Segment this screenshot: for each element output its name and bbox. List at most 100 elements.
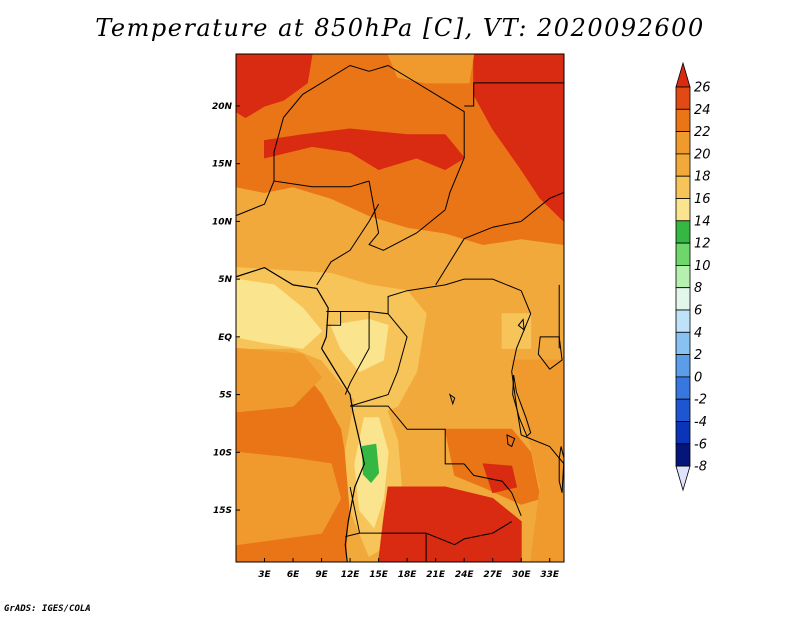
colorbar-label: 0 — [694, 370, 702, 385]
colorbar-label: 20 — [694, 147, 711, 162]
contour-region-4 — [387, 54, 475, 84]
country-border-9 — [349, 313, 408, 407]
colorbar-swatch-9 — [675, 264, 691, 289]
country-border-10 — [511, 290, 532, 436]
colorbar-label: 18 — [694, 170, 711, 185]
colorbar-label: 14 — [694, 214, 711, 229]
country-borders — [236, 64, 564, 562]
lon-tick-label-18E: 18E — [398, 570, 418, 580]
lat-tick-label-5N: 5N — [218, 275, 232, 285]
lat-tick-label-5S: 5S — [219, 391, 232, 401]
lake-outline-0 — [512, 374, 532, 438]
contour-region-17 — [482, 463, 517, 494]
country-border-15 — [521, 434, 564, 465]
colorbar-bottom-arrow — [675, 465, 691, 492]
colorbar-swatch-5 — [675, 175, 691, 199]
lat-tick-label-15S: 15S — [213, 506, 232, 516]
coastline — [236, 266, 365, 562]
contour-region-3 — [473, 54, 564, 222]
colorbar-swatch-10 — [675, 287, 691, 311]
country-border-7 — [326, 311, 342, 326]
map-frame — [235, 53, 565, 563]
lake-outline-5 — [448, 393, 456, 406]
contour-region-11 — [236, 451, 342, 546]
latitude-axis: 20N 15N 10N 5N EQ 5S 10S 15S — [212, 102, 240, 516]
colorbar-label: 6 — [694, 304, 702, 319]
country-border-17 — [520, 192, 564, 222]
longitude-axis: 3E 6E 9E 12E 15E 18E 21E 24E 27E 30E 33E — [258, 558, 560, 580]
colorbar-swatch-13 — [675, 354, 691, 378]
lake-outline-3 — [517, 318, 525, 332]
country-border-13 — [359, 521, 512, 546]
lon-tick-label-33E: 33E — [540, 570, 560, 580]
colorbar-label: -2 — [694, 393, 707, 408]
temperature-contour-fills — [236, 54, 564, 562]
colorbar-swatch-2 — [675, 108, 691, 133]
contour-region-7 — [236, 278, 323, 349]
colorbar-label: 26 — [694, 81, 711, 96]
colorbar-label: -6 — [694, 437, 707, 452]
lon-tick-label-21E: 21E — [426, 570, 446, 580]
country-border-11 — [350, 405, 465, 465]
contour-region-15 — [378, 486, 522, 562]
colorbar-label: -4 — [694, 415, 707, 430]
country-border-4 — [368, 180, 446, 251]
grads-credit: GrADS: IGES/COLA — [4, 604, 91, 614]
country-border-16 — [435, 220, 522, 286]
map-plot-area — [236, 54, 564, 562]
colorbar-swatch-14 — [675, 376, 691, 400]
lon-tick-label-27E: 27E — [483, 570, 503, 580]
colorbar-label: 16 — [694, 192, 711, 207]
colorbar-swatch-16 — [675, 421, 691, 445]
colorbar-label: -8 — [694, 460, 707, 475]
colorbar-label: 8 — [694, 281, 702, 296]
colorbar-swatch-11 — [675, 309, 691, 333]
colorbar-swatch-7 — [675, 220, 691, 244]
lon-tick-label-3E: 3E — [258, 570, 271, 580]
country-border-5 — [316, 203, 380, 286]
lon-tick-label-24E: 24E — [455, 570, 475, 580]
country-border-2 — [368, 64, 465, 211]
colorbar-label: 4 — [694, 326, 702, 341]
country-border-0 — [236, 180, 370, 217]
colorbar-swatch-15 — [675, 398, 691, 422]
lon-tick-label-12E: 12E — [341, 570, 361, 580]
contour-region-1 — [236, 54, 313, 118]
contour-region-14 — [361, 443, 380, 483]
page-title: Temperature at 850hPa [C], VT: 202009260… — [95, 14, 705, 42]
country-border-1 — [273, 64, 370, 181]
colorbar-label: 24 — [694, 103, 711, 118]
lon-tick-label-15E: 15E — [369, 570, 389, 580]
country-border-8 — [344, 311, 370, 395]
country-border-3 — [464, 82, 564, 107]
lake-outline-4 — [506, 434, 516, 448]
colorbar-swatch-4 — [675, 153, 691, 177]
colorbar-swatch-6 — [675, 198, 691, 222]
lat-tick-label-10S: 10S — [213, 448, 232, 458]
colorbar-label: 12 — [694, 237, 711, 252]
lat-tick-label-15N: 15N — [212, 160, 233, 170]
contour-region-10 — [236, 347, 323, 413]
colorbar-swatch-12 — [675, 331, 691, 355]
colorbar-top-arrow — [675, 61, 691, 88]
country-border-6 — [326, 278, 522, 315]
lat-tick-label-20N: 20N — [212, 102, 233, 112]
contour-region-19 — [501, 313, 532, 349]
colorbar-swatch-1 — [675, 86, 691, 110]
lon-tick-label-9E: 9E — [315, 570, 328, 580]
colorbar-label: 22 — [694, 125, 711, 140]
colorbar-swatch-3 — [675, 131, 691, 155]
colorbar-label: 10 — [694, 259, 711, 274]
colorbar-label: 2 — [694, 348, 702, 363]
country-border-14 — [463, 463, 522, 516]
colorbar-swatch-8 — [675, 242, 691, 266]
contour-region-5 — [236, 197, 564, 303]
lon-tick-label-30E: 30E — [512, 570, 532, 580]
lake-outline-2 — [537, 336, 563, 370]
lat-tick-label-10N: 10N — [212, 217, 233, 227]
colorbar-swatch-17 — [675, 443, 691, 467]
lon-tick-label-6E: 6E — [287, 570, 300, 580]
lat-tick-label-EQ: EQ — [218, 333, 232, 343]
